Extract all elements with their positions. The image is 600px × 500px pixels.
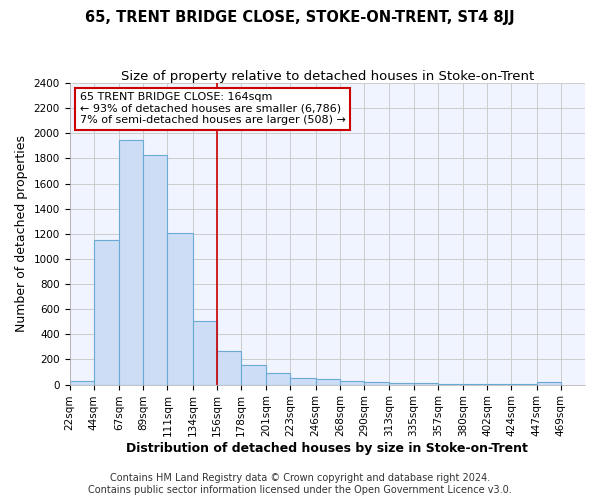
Bar bbox=[94, 240, 119, 384]
Bar bbox=[119, 140, 143, 384]
Title: Size of property relative to detached houses in Stoke-on-Trent: Size of property relative to detached ho… bbox=[121, 70, 534, 83]
Bar bbox=[364, 382, 389, 384]
Bar bbox=[316, 379, 340, 384]
Bar bbox=[70, 382, 94, 384]
Bar bbox=[389, 382, 413, 384]
Text: Contains HM Land Registry data © Crown copyright and database right 2024.
Contai: Contains HM Land Registry data © Crown c… bbox=[88, 474, 512, 495]
Text: 65 TRENT BRIDGE CLOSE: 164sqm
← 93% of detached houses are smaller (6,786)
7% of: 65 TRENT BRIDGE CLOSE: 164sqm ← 93% of d… bbox=[80, 92, 346, 125]
Bar bbox=[193, 320, 217, 384]
Bar bbox=[241, 365, 266, 384]
Bar bbox=[340, 382, 364, 384]
Bar bbox=[290, 378, 316, 384]
Y-axis label: Number of detached properties: Number of detached properties bbox=[15, 136, 28, 332]
Text: 65, TRENT BRIDGE CLOSE, STOKE-ON-TRENT, ST4 8JJ: 65, TRENT BRIDGE CLOSE, STOKE-ON-TRENT, … bbox=[85, 10, 515, 25]
Bar bbox=[536, 382, 561, 384]
Bar bbox=[167, 232, 193, 384]
X-axis label: Distribution of detached houses by size in Stoke-on-Trent: Distribution of detached houses by size … bbox=[127, 442, 528, 455]
Bar bbox=[143, 154, 167, 384]
Bar bbox=[217, 350, 241, 384]
Bar bbox=[266, 374, 290, 384]
